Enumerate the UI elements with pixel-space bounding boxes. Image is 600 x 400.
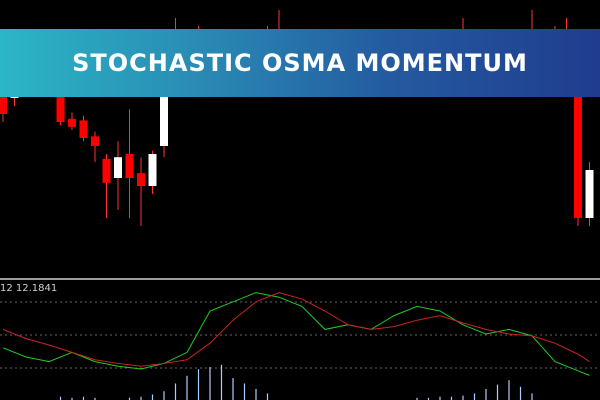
candle-body — [68, 118, 76, 127]
candle-body — [102, 158, 111, 183]
indicator-value-label: 12 12.1841 — [0, 283, 58, 294]
candle-body — [137, 173, 145, 186]
oscillator-signal-line — [2, 292, 590, 367]
candle-body — [574, 50, 582, 218]
candle-body — [125, 154, 134, 178]
banner-title: STOCHASTIC OSMA MOMENTUM — [72, 49, 528, 77]
candle-body — [56, 82, 65, 122]
candle-body — [114, 157, 122, 178]
candle-body — [160, 70, 168, 146]
candle-body — [148, 154, 157, 186]
candle-body — [585, 170, 594, 218]
candle-body — [91, 136, 99, 146]
candle-body — [79, 120, 88, 138]
oscillator-main-line — [2, 292, 590, 376]
title-banner: STOCHASTIC OSMA MOMENTUM — [0, 29, 600, 97]
